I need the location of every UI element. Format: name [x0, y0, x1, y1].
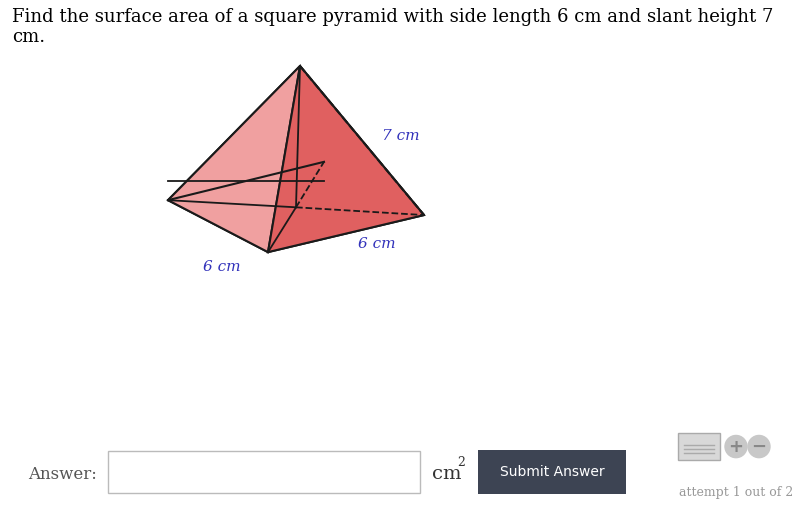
Text: 7 cm: 7 cm — [382, 129, 420, 143]
Circle shape — [725, 436, 747, 458]
Text: 6 cm: 6 cm — [203, 260, 241, 274]
Polygon shape — [300, 66, 424, 215]
Text: Find the surface area of a square pyramid with side length 6 cm and slant height: Find the surface area of a square pyrami… — [12, 8, 774, 47]
Text: −: − — [751, 438, 766, 456]
Text: 6 cm: 6 cm — [358, 237, 396, 251]
Text: +: + — [729, 438, 743, 456]
FancyBboxPatch shape — [678, 433, 720, 460]
Text: cm: cm — [432, 465, 462, 483]
Text: Submit Answer: Submit Answer — [500, 465, 604, 479]
Polygon shape — [268, 66, 424, 252]
Polygon shape — [168, 66, 324, 200]
Text: attempt 1 out of 2: attempt 1 out of 2 — [678, 486, 793, 499]
Text: Answer:: Answer: — [28, 466, 97, 483]
FancyBboxPatch shape — [108, 451, 420, 493]
Text: 2: 2 — [457, 456, 465, 469]
Polygon shape — [168, 162, 424, 252]
Circle shape — [748, 436, 770, 458]
Polygon shape — [168, 66, 300, 252]
FancyBboxPatch shape — [478, 450, 626, 494]
